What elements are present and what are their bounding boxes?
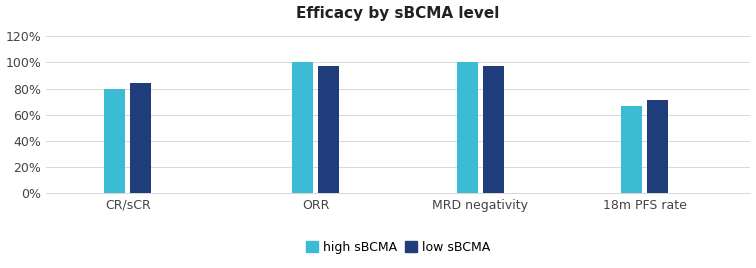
Bar bbox=[647, 100, 668, 193]
Legend: high sBCMA, low sBCMA: high sBCMA, low sBCMA bbox=[301, 236, 495, 259]
Bar bbox=[130, 83, 151, 193]
Bar bbox=[318, 66, 339, 193]
Bar bbox=[621, 106, 643, 193]
Bar bbox=[293, 62, 314, 193]
Bar bbox=[104, 88, 125, 193]
Bar bbox=[457, 62, 478, 193]
Bar bbox=[482, 66, 503, 193]
Title: Efficacy by sBCMA level: Efficacy by sBCMA level bbox=[296, 6, 500, 21]
